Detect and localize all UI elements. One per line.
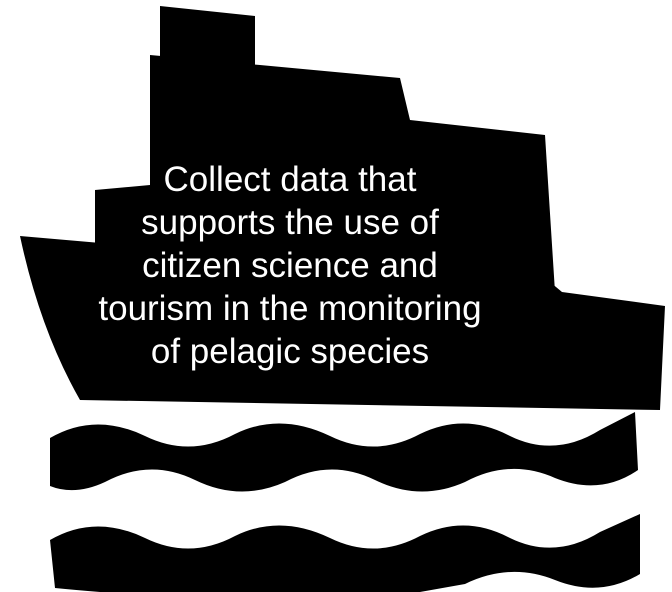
caption-line: Collect data that	[163, 160, 417, 199]
wave-lower	[50, 514, 640, 592]
caption-text: Collect data that supports the use of ci…	[60, 158, 520, 373]
caption-line: tourism in the monitoring	[98, 289, 482, 328]
ship-hull	[20, 236, 665, 410]
ship-icon	[20, 6, 665, 410]
caption-line: supports the use of	[141, 203, 439, 242]
ship-cabin	[95, 55, 555, 292]
caption-line: of pelagic species	[150, 332, 430, 371]
ship-smokestack	[160, 6, 255, 70]
wave-icon	[50, 412, 640, 592]
wave-upper	[50, 412, 638, 492]
caption-line: citizen science and	[142, 246, 438, 285]
